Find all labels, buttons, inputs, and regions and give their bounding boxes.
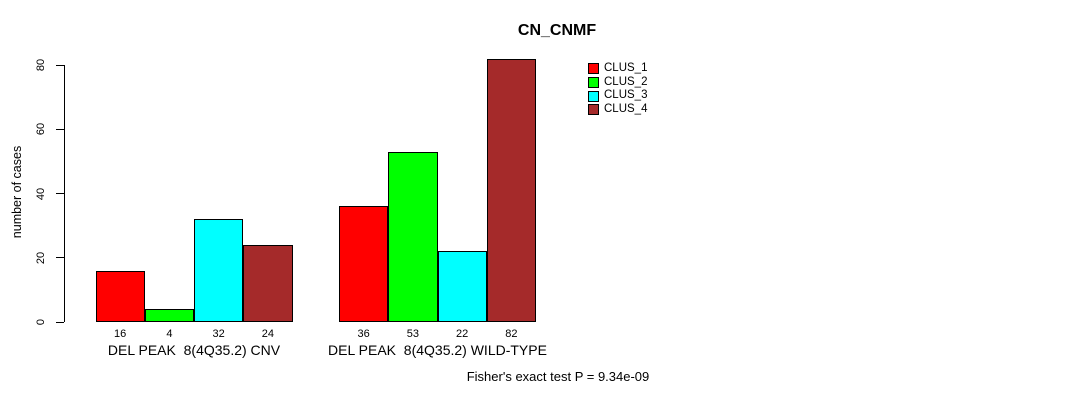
bar-clus_3-group-2 xyxy=(437,251,487,322)
group-label: DEL PEAK 8(4Q35.2) WILD-TYPE xyxy=(328,342,547,358)
y-tick-mark xyxy=(56,193,64,194)
y-tick-label: 80 xyxy=(35,58,47,72)
chart-title: CN_CNMF xyxy=(517,22,597,39)
legend-row: CLUS_4 xyxy=(588,103,647,117)
legend: CLUS_1 CLUS_2 CLUS_3 CLUS_4 xyxy=(588,62,647,117)
bar-value-label: 82 xyxy=(505,328,518,340)
bar-clus_3-group-1 xyxy=(194,219,244,322)
legend-swatch-clus_3 xyxy=(588,90,599,102)
legend-row: CLUS_2 xyxy=(588,76,647,90)
bar-clus_2-group-2 xyxy=(388,151,438,322)
y-tick-label: 40 xyxy=(35,187,47,200)
bar-value-label: 32 xyxy=(212,328,225,340)
y-axis-label: number of cases xyxy=(10,145,24,239)
bar-value-label: 16 xyxy=(114,328,127,340)
bar-value-label: 36 xyxy=(357,328,370,340)
legend-label: CLUS_3 xyxy=(604,89,648,102)
legend-swatch-clus_1 xyxy=(588,63,599,75)
bar-clus_4-group-1 xyxy=(243,244,293,322)
bar-value-label: 22 xyxy=(456,328,469,340)
y-tick-mark xyxy=(56,64,64,66)
y-axis-line xyxy=(64,65,65,322)
bar-value-label: 4 xyxy=(166,328,173,340)
legend-label: CLUS_2 xyxy=(604,75,648,88)
y-tick-mark xyxy=(56,128,64,130)
bar-clus_4-group-2 xyxy=(486,58,536,322)
y-tick-label: 60 xyxy=(35,123,47,136)
legend-label: CLUS_1 xyxy=(604,62,648,74)
legend-swatch-clus_2 xyxy=(588,77,599,89)
bar-clus_1-group-1 xyxy=(95,270,145,322)
bar-value-label: 53 xyxy=(406,328,419,340)
annotation-text: Fisher's exact test P = 9.34e-09 xyxy=(466,369,650,384)
y-tick-label: 0 xyxy=(35,318,47,326)
legend-label: CLUS_4 xyxy=(604,103,648,116)
legend-row: CLUS_1 xyxy=(588,62,647,76)
legend-row: CLUS_3 xyxy=(588,89,647,103)
y-tick-label: 20 xyxy=(35,251,47,264)
bar-clus_2-group-1 xyxy=(144,309,194,322)
y-tick-mark xyxy=(56,321,64,323)
group-label: DEL PEAK 8(4Q35.2) CNV xyxy=(107,342,281,358)
legend-swatch-clus_4 xyxy=(588,104,599,116)
bar-value-label: 24 xyxy=(261,328,274,340)
y-tick-mark xyxy=(56,257,64,259)
bar-clus_1-group-2 xyxy=(339,206,389,322)
